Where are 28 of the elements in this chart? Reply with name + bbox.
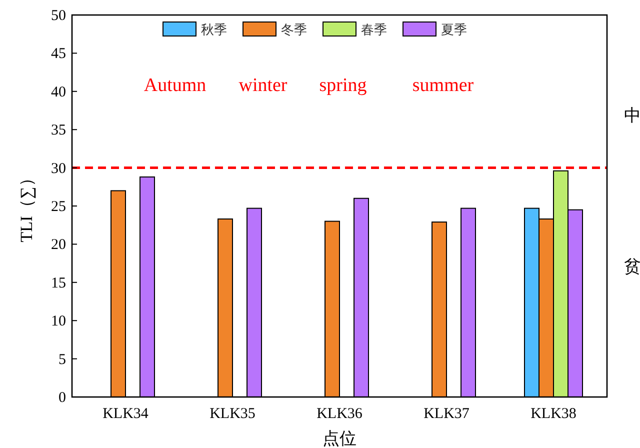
y-tick-label: 45 — [51, 46, 66, 62]
legend-label: 春季 — [361, 23, 387, 38]
annotation: Autumn — [144, 75, 207, 96]
y-tick-label: 0 — [58, 390, 66, 406]
y-tick-label: 15 — [51, 275, 66, 292]
legend-label: 夏季 — [441, 23, 467, 38]
text: 贫 — [624, 257, 640, 276]
text: 中 — [624, 106, 640, 125]
x-tick-label: KLK36 — [316, 406, 363, 422]
x-tick-label: KLK34 — [102, 406, 149, 422]
y-tick-label: 10 — [51, 314, 66, 330]
x-tick-label: KLK37 — [424, 406, 470, 422]
y-tick-label: 40 — [51, 84, 66, 100]
y-tick-label: 5 — [58, 352, 66, 368]
annotation: spring — [319, 75, 368, 96]
y-axis-title: TLI（∑） — [17, 170, 36, 242]
x-axis-title: 点位 — [322, 429, 356, 448]
legend-label: 冬季 — [281, 23, 307, 38]
y-tick-label: 30 — [51, 160, 66, 177]
annotation: summer — [412, 75, 474, 96]
x-tick-label: KLK38 — [530, 406, 576, 422]
y-tick-label: 20 — [51, 237, 66, 254]
y-tick-label: 35 — [51, 122, 66, 139]
annotation: winter — [238, 75, 288, 96]
legend-label: 秋季 — [201, 23, 227, 38]
y-tick-label: 25 — [51, 199, 66, 215]
y-tick-label: 50 — [51, 8, 66, 24]
x-tick-label: KLK35 — [210, 406, 256, 422]
